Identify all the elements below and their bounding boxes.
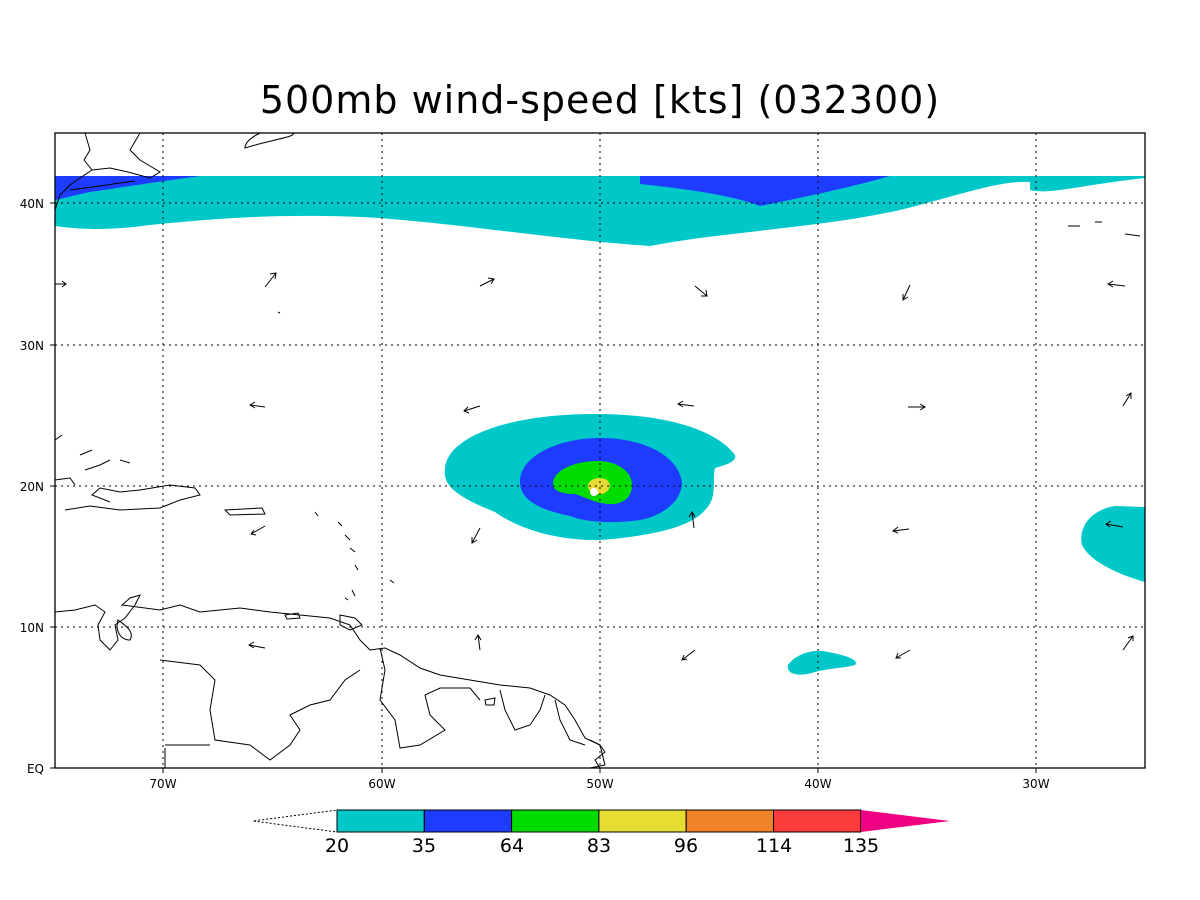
lat-label: 40N: [20, 197, 44, 211]
colorbar-label: 135: [843, 835, 879, 857]
storm-eye: [590, 488, 598, 496]
lon-label: 30W: [1022, 777, 1049, 791]
wind-arrow: [908, 403, 926, 411]
coast-maracaibo: [116, 619, 132, 641]
wind-arrow: [1107, 280, 1126, 288]
borders: [159, 647, 586, 768]
colorbar-label: 35: [412, 835, 436, 857]
colorbar-swatch: [336, 809, 425, 833]
wind-arrow: [248, 641, 266, 649]
wind-vectors: [55, 272, 1134, 661]
colorbar-swatch: [598, 809, 687, 833]
colorbar-under-triangle: [252, 809, 338, 833]
coast-bahamas: [55, 434, 131, 471]
coast-azores: [1068, 221, 1141, 237]
coast-margarita: [284, 612, 301, 620]
coast-cuba: [55, 477, 76, 486]
coast-bermuda: [277, 311, 281, 314]
lon-label: 50W: [586, 777, 613, 791]
wind-arrow: [694, 285, 708, 297]
wind-arrow: [471, 527, 481, 544]
wind-arrow: [479, 277, 495, 287]
wind-arrow: [892, 526, 910, 534]
coast-south-america: [55, 594, 606, 768]
colorbar-swatch: [685, 809, 775, 833]
wind-arrow: [55, 280, 67, 288]
wind-arrow: [1105, 520, 1124, 528]
axis-ticks: [50, 202, 1037, 773]
map-title: 500mb wind-speed [kts] (032300): [259, 78, 941, 122]
wind-arrow: [902, 284, 911, 301]
colorbar-label: 20: [325, 835, 349, 857]
wind-band-east-20: [1081, 506, 1145, 582]
coast-long-island: [69, 180, 136, 191]
shaded-wind-field: [55, 176, 1145, 675]
coast-puerto-rico: [223, 507, 266, 516]
lat-label: 30N: [20, 339, 44, 353]
wind-band-north-35: [640, 176, 890, 206]
wind-arrow: [1122, 635, 1134, 651]
wind-arrow: [688, 511, 696, 529]
lat-label: EQ: [27, 762, 44, 776]
colorbar-label: 83: [587, 835, 611, 857]
coast-lake: [484, 697, 496, 706]
colorbar-label: 114: [756, 835, 792, 857]
colorbar-swatch: [511, 809, 600, 833]
wind-arrow: [895, 649, 911, 659]
wind-band-south-20: [787, 650, 856, 675]
wind-arrow: [463, 405, 481, 414]
coast-new-england: [55, 133, 161, 211]
wind-arrow: [1122, 392, 1132, 407]
lat-label: 10N: [20, 621, 44, 635]
coast-nova-scotia: [244, 133, 294, 149]
colorbar-swatch: [423, 809, 513, 833]
colorbar-label: 64: [500, 835, 524, 857]
lon-label: 40W: [804, 777, 831, 791]
colorbar-over-triangle: [861, 810, 950, 832]
coast-hispaniola: [64, 484, 201, 511]
lon-label: 70W: [149, 777, 176, 791]
colorbar-swatch: [773, 809, 862, 833]
lon-label: 60W: [368, 777, 395, 791]
wind-arrow: [249, 401, 266, 409]
grid: [55, 133, 1145, 768]
wind-arrow: [264, 272, 277, 288]
lat-label: 20N: [20, 480, 44, 494]
wind-arrow: [677, 400, 695, 408]
colorbar: 20 35 64 83 96 114 135: [252, 809, 950, 857]
coastlines: [55, 133, 1141, 768]
wind-arrow: [250, 525, 266, 536]
wind-band-nw-35: [55, 176, 200, 200]
coast-amazon: [589, 739, 606, 768]
wind-arrow: [474, 634, 482, 651]
coast-lesser-antilles: [314, 511, 395, 601]
colorbar-label: 96: [674, 835, 698, 857]
wind-arrow: [681, 649, 696, 661]
